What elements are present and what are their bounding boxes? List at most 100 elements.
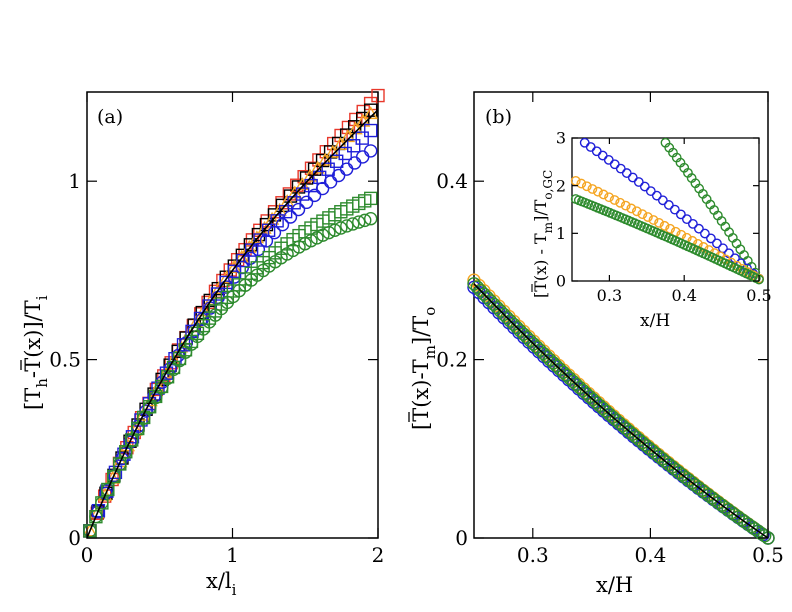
panel-a: 0 1 200.51 (a) x/li [Th-T(x)]/Ti (20, 88, 385, 599)
panel-a-blue-squares-point (364, 123, 378, 138)
inset-orange-circles-point (643, 212, 653, 222)
ylabel-b-part2: m (421, 345, 439, 359)
inset-blue-circles-point (694, 223, 704, 234)
ylabel-i-part4: o,GC (541, 170, 555, 200)
inset-blue-circles-point (639, 181, 650, 192)
panel-b-xtick-label: 0.4 (634, 543, 666, 567)
panel-b-green-circles-point (744, 519, 759, 534)
panel-b-ytick-label: 0 (455, 526, 468, 550)
panel-a-green-circles-point (364, 212, 378, 226)
inset-orange-circles-point (648, 215, 659, 225)
panel-b-green-circles-point (724, 505, 739, 520)
panel-b-green-circles-point (728, 508, 742, 522)
panel-a-blue-circles-point (347, 156, 362, 170)
panel-b-frame (473, 91, 769, 539)
panel-a-blue-circles-point (259, 234, 274, 248)
inset-orange-circles-point (626, 203, 637, 214)
ylabel-i-part0: [ (531, 292, 550, 298)
inset-blue-circles-point (706, 233, 716, 244)
panel-a-green-circles-point (322, 225, 336, 240)
panel-a-blue-circles-point (283, 210, 298, 224)
panel-b-ylabel: [T(x)-Tm]/To (408, 307, 439, 430)
inset-ytick-label: 3 (556, 129, 566, 148)
panel-b-label: (b) (485, 106, 512, 128)
panel-a-blue-circles-point (315, 181, 330, 196)
panel-a-blue-circles-point (323, 175, 338, 189)
inset-xlabel: x/H (640, 311, 670, 331)
inset-blue-circles-point (663, 200, 674, 210)
panel-a-blue-squares-point (244, 243, 259, 257)
panel-b-blue-circles-point (477, 290, 491, 305)
panel-a-ylabel: [Th-T(x)]/Ti (20, 295, 51, 410)
svg-text:[T(x)-Tm]/To: [T(x)-Tm]/To (409, 307, 439, 430)
panel-b-green-circles-point (748, 522, 762, 536)
panel-a-red-squares-point (349, 112, 363, 127)
panel-b: 0.3 0.4 0.500.20.4 (b) x/H [T(x)-Tm]/To 0.… (408, 91, 784, 597)
panel-a-green-circles-point (107, 469, 121, 484)
inset-blue-circles-point (700, 228, 710, 239)
panel-b-xtick-label: 0.5 (752, 543, 784, 567)
panel-a-green-circles-point (136, 411, 151, 425)
inset-orange-circles-point (654, 217, 664, 228)
panel-a-green-squares-point (364, 191, 378, 206)
panel-b-green-circles-point (757, 529, 772, 543)
panel-a-green-circles-point (113, 457, 127, 471)
panel-b-xtick-label: 0.3 (517, 543, 549, 567)
panel-a-blue-circles-point (291, 202, 306, 217)
panel-a-black-squares-point (307, 162, 322, 176)
panel-a-orange-triangles-point (135, 407, 151, 421)
svg-text:[T(x) - Tm]/To,GC: [T(x) - Tm]/To,GC (531, 170, 555, 298)
panel-a-blue-squares-point (355, 131, 369, 145)
panel-a-ticks: 0 1 2 0 0.5 1 (49, 92, 384, 567)
panel-b-green-circles-point (751, 524, 765, 538)
inset-orange-circles-point (615, 197, 626, 208)
inset-ylabel: [T(x) - Tm]/To,GC (531, 170, 555, 298)
panel-b-ytick-label: 0.4 (436, 169, 468, 193)
ylabel-b-part0: [ (409, 422, 433, 430)
panel-b-green-circles-point (721, 503, 736, 517)
panel-a-black-squares-point (299, 171, 314, 185)
ylabel-b-part1: T(x)-T (409, 359, 433, 422)
panel-a-green-circles-point (95, 496, 109, 510)
panel-b-green-circles-point (718, 500, 732, 515)
panel-a-theory-curve (86, 109, 379, 539)
panel-a-blue-circles-point (115, 451, 129, 466)
panel-a-blue-circles-point (356, 150, 370, 164)
ylabel-b-part3: ]/T (409, 316, 433, 345)
panel-b-marks (467, 273, 775, 545)
panel-a-ytick-label: 1 (68, 169, 81, 193)
inset-blue-circles-point (669, 204, 680, 215)
panel-b-green-circles-point (715, 498, 729, 512)
panel-a-blue-squares-point (338, 146, 352, 161)
panel-a-blue-circles-point (364, 144, 378, 158)
inset-orange-circles-point (631, 206, 642, 217)
panel-a-label: (a) (97, 106, 123, 128)
panel-a-green-circles-point (101, 482, 115, 497)
svg-text:[Th-T(x)]/Ti: [Th-T(x)]/Ti (21, 295, 51, 410)
inset-xtick-label: 0.4 (671, 286, 696, 305)
panel-a-green-circles-point (89, 510, 103, 524)
panel-b-green-circles-point (734, 512, 749, 527)
panel-a-green-circles-point (334, 221, 348, 235)
panel-a-xlabel-sub: i (232, 581, 237, 599)
inset-xtick-label: 0.3 (597, 286, 622, 305)
inset-orange-circles-point (593, 186, 603, 197)
panel-a-blue-squares-point (236, 253, 250, 268)
inset-blue-circles-point (651, 190, 662, 201)
inset-xtick-label: 0.5 (746, 286, 771, 305)
inset-orange-circles-point (576, 178, 587, 189)
inset-ticks: 0.3 0.4 0.5 0 1 2 3 (556, 129, 772, 305)
panel-b-blue-circles-point (497, 311, 511, 325)
ylabel-a-part1: h (33, 378, 51, 388)
panel-a-green-circles-point (310, 231, 324, 245)
panel-a-green-circles-point (352, 215, 366, 229)
panel-a-blue-squares-point (176, 338, 191, 352)
inset-orange-circles-point (581, 181, 592, 192)
inset-orange-circles-point (665, 223, 676, 234)
panel-b-blue-circles-point (487, 301, 501, 315)
panel-a-blue-squares-point (329, 154, 344, 168)
panel-a-ytick-label: 0 (68, 526, 81, 550)
inset-orange-circles-point (637, 209, 648, 220)
inset-ytick-label: 2 (556, 176, 566, 195)
